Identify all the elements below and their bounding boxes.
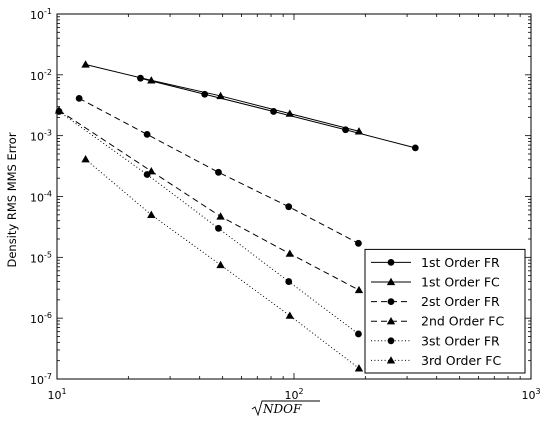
data-point [285,311,294,319]
data-point [216,212,225,220]
legend-label: 1st Order FR [421,255,500,270]
data-point [355,330,362,338]
data-point [355,239,362,247]
series-4 [54,106,364,294]
legend-entry: 3rd Order FC [371,353,501,368]
legend-marker [387,337,395,345]
series-2 [81,60,364,135]
y-tick-label: 10-1 [30,7,52,22]
legend-marker [386,317,396,325]
data-point [411,144,419,152]
data-point [285,109,294,117]
legend-label: 3st Order FR [421,333,500,348]
series-6 [81,155,364,372]
data-point [215,224,222,232]
data-point [147,76,156,84]
legend-label: 2st Order FR [421,294,500,309]
series-5 [55,108,362,338]
data-point [285,278,293,285]
legend-box [364,248,526,374]
sqrt-sign [251,400,320,417]
legend-marker [387,298,395,305]
data-point [81,155,90,163]
data-point [216,91,225,100]
legend: 1st Order FR 1st Order FC 2st Order FR 2nd … [364,248,526,374]
y-axis-label: Density RMS MMS Error [5,132,19,267]
series-3 [75,94,362,247]
data-point [354,127,364,135]
legend-entry: 2nd Order FC [371,314,504,329]
data-point [75,94,83,102]
legend-marker [386,277,396,286]
legend-entry: 1st Order FC [371,275,500,290]
legend-label: 1st Order FC [421,275,500,290]
series-line [85,158,360,369]
legend-entry: 2st Order FR [371,294,500,309]
data-series [54,60,419,372]
legend-label: 3rd Order FC [421,353,501,368]
x-tick-label: 102 [284,387,303,402]
series-line [78,97,359,244]
data-point [285,203,293,211]
legend-entry: 3st Order FR [371,333,500,348]
series-line [140,77,416,149]
legend-marker [386,356,396,364]
y-tick-label: 10-7 [30,372,52,387]
data-point [354,364,364,372]
x-axis-label: NDOF [251,400,320,417]
data-point [354,285,364,294]
data-point [55,108,63,115]
y-tick-label: 10-2 [30,68,52,83]
legend-marker [387,259,395,266]
data-point [81,60,90,68]
axis-ticks: 101 102 103 10-7 10-6 10-5 10-4 10-3 10-2 10-1 [30,7,540,402]
data-point [285,249,294,257]
y-tick-label: 10-6 [30,311,52,326]
data-point [215,168,222,176]
x-tick-label: 103 [521,387,540,402]
y-tick-label: 10-5 [30,250,52,265]
data-point [143,130,151,138]
legend-label: 2nd Order FC [421,314,504,329]
data-point [143,171,151,178]
x-axis-label-text: NDOF [262,402,302,416]
data-point [147,210,156,218]
y-tick-label: 10-4 [30,190,52,205]
data-point [216,260,225,269]
series-line [58,111,359,335]
x-tick-label: 101 [47,387,66,402]
series-line [58,110,360,291]
legend-entry: 1st Order FR [371,255,500,270]
y-tick-label: 10-3 [30,129,52,144]
